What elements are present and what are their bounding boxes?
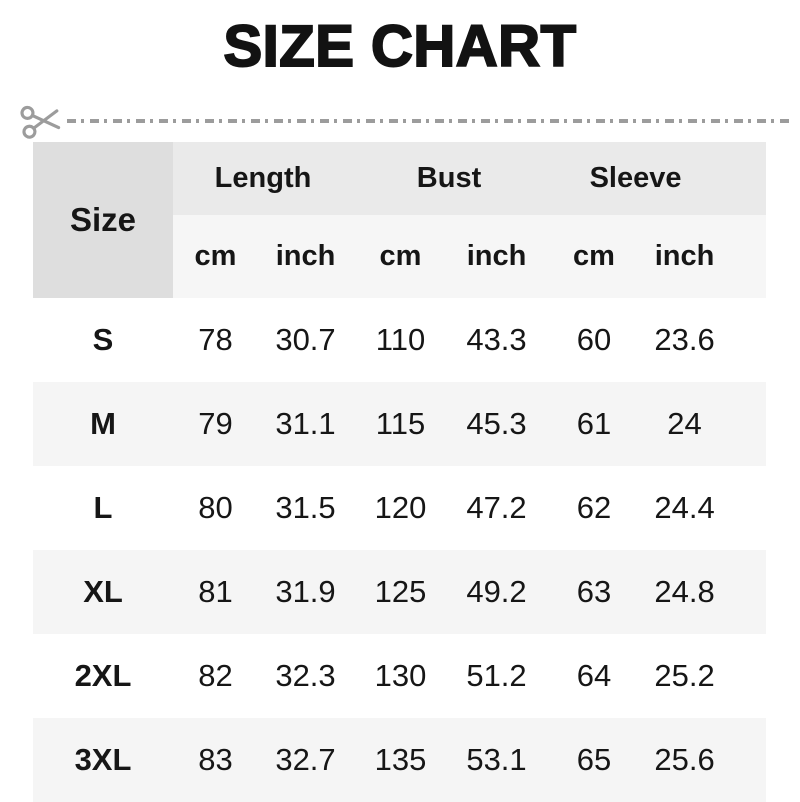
table-cell: 47.2 xyxy=(466,490,527,525)
table-cell: 65 xyxy=(576,742,612,777)
table-cell: 78 xyxy=(198,322,233,357)
table-cell: 31.9 xyxy=(275,574,336,609)
table-cell: 110 xyxy=(375,322,426,357)
unit-header-sleeve-inch: inch xyxy=(643,215,767,298)
table-cell: 62 xyxy=(576,490,612,525)
table-cell: 83 xyxy=(198,742,233,777)
table-row-xl: XL 81 31.9 125 49.2 63 24.8 xyxy=(33,550,767,634)
dashed-cut-line xyxy=(67,119,790,123)
unit-header-row: cm inch cm inch cm inch xyxy=(33,215,767,298)
table-cell: 30.7 xyxy=(275,322,336,357)
group-header-sleeve: Sleeve xyxy=(545,142,767,215)
table-cell: 49.2 xyxy=(466,574,527,609)
table-cell: 31.1 xyxy=(275,406,336,441)
table-row-s: S 78 30.7 110 43.3 60 23.6 xyxy=(33,298,766,382)
table-row-m: M 79 31.1 115 45.3 61 24 xyxy=(33,382,767,466)
size-label: S xyxy=(92,322,114,357)
unit-header-bust-inch: inch xyxy=(448,215,546,298)
size-chart-table: Size Length Bust Sleeve cm inch cm inch … xyxy=(33,142,767,802)
size-label: XL xyxy=(83,574,123,609)
size-label: L xyxy=(93,490,113,525)
table-row-2xl: 2XL 82 32.3 130 51.2 64 25.2 xyxy=(33,634,766,718)
table-cell: 82 xyxy=(198,658,233,693)
size-label: 2XL xyxy=(74,658,132,693)
table-cell: 45.3 xyxy=(466,406,527,441)
unit-header-bust-cm: cm xyxy=(353,215,448,298)
table-row-3xl: 3XL 83 32.7 135 53.1 65 25.6 xyxy=(33,718,767,802)
group-header-row: Size Length Bust Sleeve xyxy=(33,142,767,298)
table-cell: 53.1 xyxy=(466,742,527,777)
table-cell: 24.8 xyxy=(654,574,715,609)
table-cell: 23.6 xyxy=(654,322,715,357)
group-header-bust: Bust xyxy=(353,142,546,215)
table-cell: 60 xyxy=(576,322,612,357)
size-label: 3XL xyxy=(74,742,132,777)
table-cell: 25.6 xyxy=(654,742,715,777)
table-cell: 130 xyxy=(374,658,427,693)
table-cell: 81 xyxy=(198,574,233,609)
table-cell: 32.7 xyxy=(275,742,336,777)
table-cell: 64 xyxy=(576,658,612,693)
table-cell: 24 xyxy=(667,406,702,441)
table-cell: 31.5 xyxy=(275,490,336,525)
unit-header-length-inch: inch xyxy=(258,215,353,298)
table-cell: 135 xyxy=(374,742,427,777)
page-title: SIZE CHART xyxy=(223,13,578,80)
scissors-icon xyxy=(20,105,61,139)
table-cell: 24.4 xyxy=(654,490,715,525)
table-cell: 61 xyxy=(576,406,612,441)
table-cell: 32.3 xyxy=(275,658,336,693)
unit-header-sleeve-cm: cm xyxy=(545,215,644,298)
table-cell: 63 xyxy=(576,574,612,609)
table-cell: 120 xyxy=(374,490,427,525)
table-cell: 80 xyxy=(198,490,233,525)
table-cell: 25.2 xyxy=(654,658,715,693)
table-cell: 51.2 xyxy=(466,658,527,693)
table-cell: 125 xyxy=(374,574,427,609)
group-header-length: Length xyxy=(173,142,353,215)
table-cell: 115 xyxy=(375,406,426,441)
size-column-header: Size xyxy=(33,142,173,298)
table-row-l: L 80 31.5 120 47.2 62 24.4 xyxy=(33,466,766,550)
unit-header-length-cm: cm xyxy=(173,215,258,298)
table-cell: 43.3 xyxy=(466,322,527,357)
size-label: M xyxy=(90,406,116,441)
cut-line xyxy=(20,101,790,141)
table-cell: 79 xyxy=(198,406,233,441)
